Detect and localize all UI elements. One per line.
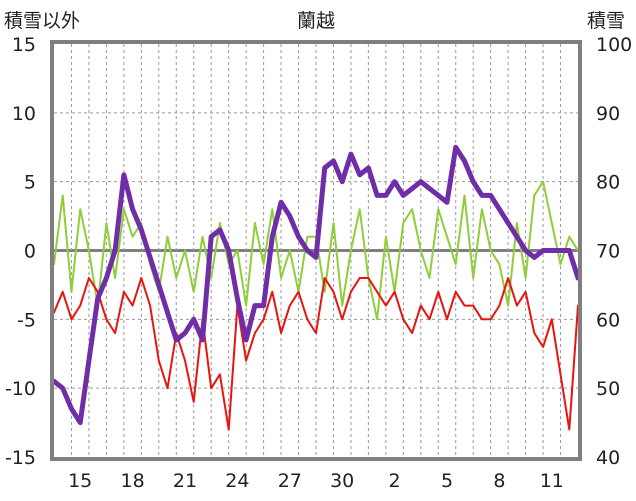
chart-title: 蘭越 — [297, 10, 336, 32]
x-tick-label: 30 — [330, 470, 354, 492]
x-tick-label: 2 — [389, 470, 401, 492]
y-right-tick-label: 90 — [596, 103, 620, 125]
y-right-tick-label: 60 — [596, 309, 620, 331]
x-tick-label: 18 — [121, 470, 145, 492]
snow_depth-line — [51, 144, 581, 426]
y-left-tick-label: 15 — [12, 34, 36, 56]
y-right-tick-label: 70 — [596, 241, 620, 263]
x-tick-label: 24 — [225, 470, 249, 492]
left-axis-title: 積雪以外 — [4, 10, 81, 32]
y-right-tick-label: 40 — [596, 447, 620, 469]
y-right-tick-label: 100 — [596, 34, 632, 56]
y-left-tick-label: 0 — [24, 241, 36, 263]
right-axis-title: 積雪 — [587, 10, 626, 32]
plot-frame — [50, 40, 582, 461]
x-tick-label: 5 — [441, 470, 453, 492]
temperature_min-line — [53, 277, 579, 431]
y-right-tick-label: 80 — [596, 172, 620, 194]
y-left-tick-label: -15 — [5, 447, 36, 469]
y-left-tick-label: -10 — [5, 378, 36, 400]
x-tick-label: 21 — [173, 470, 197, 492]
y-left-tick-label: 10 — [12, 103, 36, 125]
x-tick-label: 27 — [278, 470, 302, 492]
line-series — [51, 144, 581, 431]
y-right-tick-label: 50 — [596, 378, 620, 400]
x-tick-label: 11 — [540, 470, 564, 492]
tick-labels: 15 100 10 90 5 80 0 70 -5 60 -10 50 -15 40 15 18 21 24 27 3… — [5, 34, 632, 492]
y-left-tick-label: 5 — [24, 172, 36, 194]
y-left-tick-label: -5 — [17, 309, 36, 331]
x-tick-label: 8 — [493, 470, 505, 492]
x-tick-label: 15 — [68, 470, 92, 492]
